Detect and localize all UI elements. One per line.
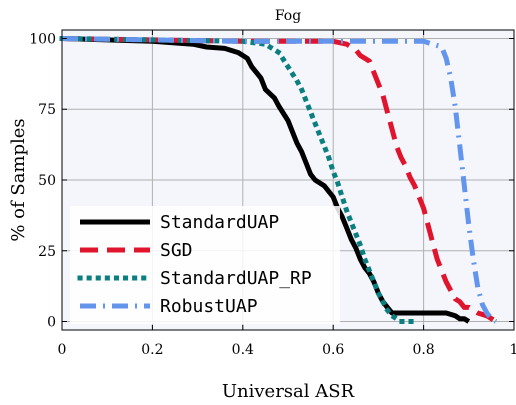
y-tick-label: 75	[38, 102, 56, 118]
series-line-standarduap	[61, 36, 471, 324]
y-tick-label: 100	[29, 31, 56, 47]
chart-title: Fog	[275, 8, 301, 24]
x-axis-label: Universal ASR	[222, 381, 355, 402]
y-tick-label: 0	[47, 315, 56, 331]
y-tick-label: 25	[38, 244, 56, 260]
x-tick-label: 0	[58, 342, 67, 358]
x-tick-label: 0.4	[232, 342, 254, 358]
y-tick-label: 50	[38, 173, 56, 189]
x-tick-label: 1	[510, 342, 516, 358]
x-tick-label: 0.2	[141, 342, 163, 358]
series-line-sgd	[61, 36, 498, 324]
y-axis-label: % of Samples	[8, 118, 29, 241]
series-line-robustuap	[61, 36, 498, 324]
ticks: 0 0.2 0.4 0.6 0.8 1 0 25 50 75 100	[29, 30, 516, 358]
series-line-standarduap-rp	[59, 35, 418, 324]
x-tick-label: 0.6	[322, 342, 344, 358]
legend-label: SGD	[160, 240, 193, 261]
legend: StandardUAP SGD StandardUAP_RP RobustUAP	[70, 206, 340, 324]
legend-label: StandardUAP	[160, 212, 279, 233]
legend-label: StandardUAP_RP	[160, 268, 312, 289]
x-tick-label: 0.8	[412, 342, 434, 358]
series-layer	[59, 35, 498, 324]
legend-label: RobustUAP	[160, 296, 258, 317]
